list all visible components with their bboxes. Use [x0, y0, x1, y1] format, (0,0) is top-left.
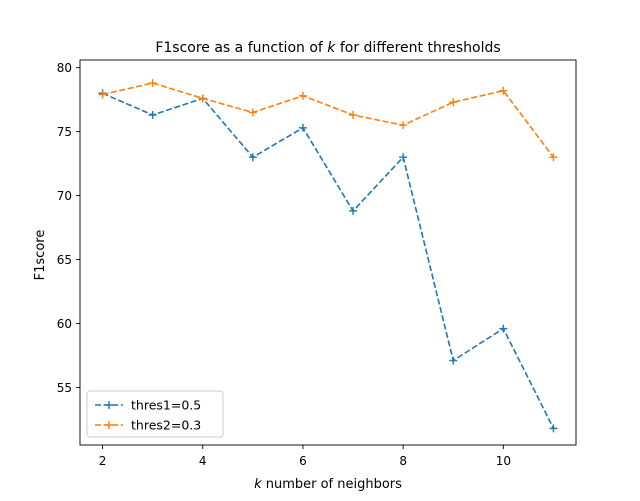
y-tick-label: 55: [57, 381, 72, 395]
series-2-point: [549, 153, 558, 162]
axes-frame: [79, 59, 577, 446]
legend: thres1=0.5 thres2=0.3: [86, 390, 224, 438]
y-tick-label: 75: [57, 125, 72, 139]
legend-marker-1: [105, 401, 113, 409]
series-1-point: [499, 324, 508, 333]
legend-marker-2: [105, 421, 113, 429]
series-line-1: [102, 92, 555, 429]
x-axis-label: k number of neighbors: [254, 477, 402, 492]
y-tick-label: 60: [57, 317, 72, 331]
series-line-2: [102, 82, 555, 158]
x-tick-label: 10: [496, 454, 511, 468]
series-1-point: [349, 206, 358, 215]
series-2-point: [148, 79, 157, 88]
series-1-point: [248, 153, 257, 162]
x-tick-label: 6: [299, 454, 307, 468]
series-2-point: [499, 86, 508, 95]
legend-label-2: thres2=0.3: [131, 418, 201, 433]
series-1-point: [148, 111, 157, 119]
series-2-point: [198, 94, 207, 103]
chart-title: F1score as a function of k for different…: [155, 40, 500, 56]
series-2-point: [248, 108, 257, 117]
plot-area: 2 4 6 8 10 55 60 65 70 75 80: [57, 59, 577, 468]
series-1-point: [549, 424, 558, 433]
x-tick-label: 4: [199, 454, 207, 468]
series-2-point: [349, 111, 358, 119]
series-2-point: [98, 90, 107, 99]
y-tick-label: 80: [57, 61, 72, 75]
y-tick-label: 70: [57, 189, 72, 203]
x-tick-label: 8: [399, 454, 407, 468]
series-1-point: [449, 356, 458, 365]
y-tick-label: 65: [57, 253, 72, 267]
x-tick-label: 2: [99, 454, 107, 468]
series-1-point: [298, 123, 307, 132]
y-axis-label: F1score: [33, 230, 48, 281]
series-2-point: [449, 98, 458, 107]
series-1-point: [399, 153, 408, 162]
series-2-point: [298, 91, 307, 100]
legend-label-1: thres1=0.5: [131, 398, 201, 413]
series-2-point: [399, 121, 408, 130]
